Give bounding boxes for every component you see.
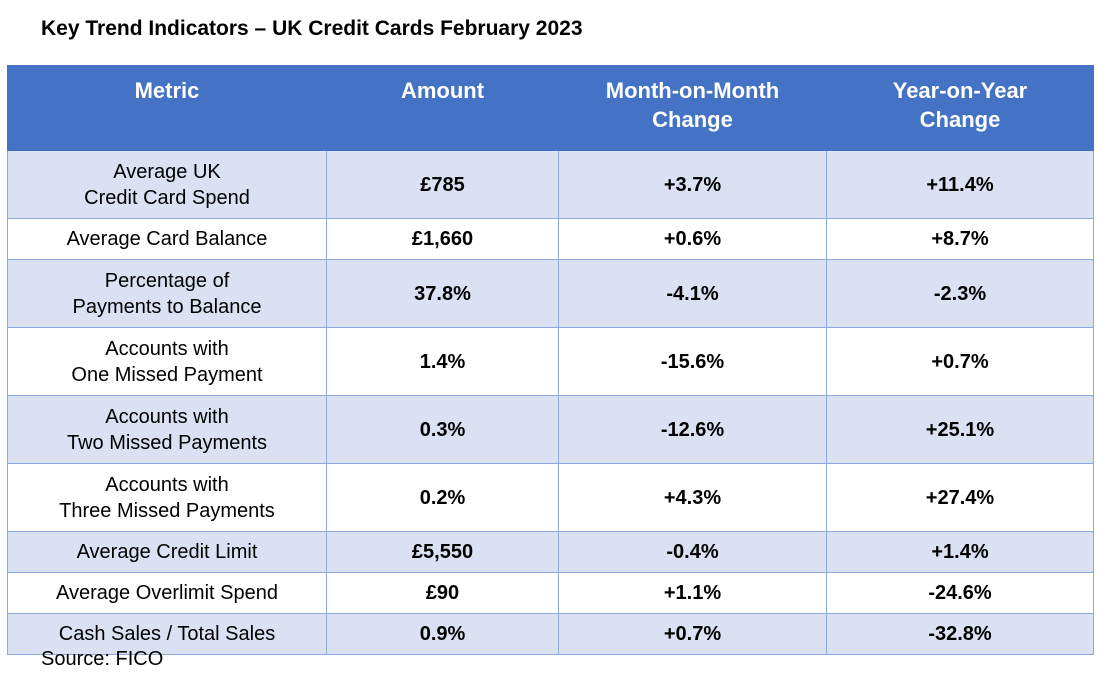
amount-cell: 37.8% (326, 259, 559, 328)
metric-label: Average UK (113, 160, 221, 183)
yoy-cell: +0.7% (826, 327, 1094, 396)
metric-label: Accounts with (105, 337, 229, 360)
table-row: Average Overlimit Spend £90 +1.1% -24.6% (7, 572, 1094, 614)
metric-label: Three Missed Payments (59, 499, 275, 522)
amount-cell: 0.2% (326, 463, 559, 532)
key-trend-table: Metric Amount Month-on-Month Change Year-on-… (7, 65, 1094, 655)
metric-label: Accounts with (105, 473, 229, 496)
amount-cell: £785 (326, 150, 559, 219)
mom-cell: +3.7% (558, 150, 827, 219)
column-header-line: Metric (134, 78, 200, 103)
mom-cell: +0.6% (558, 218, 827, 260)
amount-cell: £5,550 (326, 531, 559, 573)
metric-label: Payments to Balance (72, 295, 262, 318)
metric-cell: Accounts with Two Missed Payments (7, 395, 327, 464)
table-row: Percentage of Payments to Balance 37.8% -4.… (7, 259, 1094, 328)
mom-cell: -15.6% (558, 327, 827, 396)
metric-cell: Accounts with One Missed Payment (7, 327, 327, 396)
metric-label: One Missed Payment (71, 363, 263, 386)
amount-cell: £1,660 (326, 218, 559, 260)
column-header: Metric (7, 65, 327, 151)
metric-label: Average Overlimit Spend (56, 582, 278, 604)
mom-cell: +0.7% (558, 613, 827, 655)
mom-cell: +1.1% (558, 572, 827, 614)
metric-cell: Percentage of Payments to Balance (7, 259, 327, 328)
table-row: Accounts with One Missed Payment 1.4% -15.6… (7, 327, 1094, 396)
source-note: Source: FICO (41, 648, 164, 670)
metric-label: Percentage of (104, 269, 230, 292)
yoy-cell: +25.1% (826, 395, 1094, 464)
table-header-row: Metric Amount Month-on-Month Change Year-on-… (7, 65, 1094, 151)
table-row: Average UK Credit Card Spend £785 +3.7% +11.… (7, 150, 1094, 219)
table-row: Average Card Balance £1,660 +0.6% +8.7% (7, 218, 1094, 260)
page-title: Key Trend Indicators – UK Credit Cards F… (41, 17, 583, 40)
amount-cell: 0.9% (326, 613, 559, 655)
yoy-cell: +27.4% (826, 463, 1094, 532)
yoy-cell: -24.6% (826, 572, 1094, 614)
amount-cell: 0.3% (326, 395, 559, 464)
mom-cell: -12.6% (558, 395, 827, 464)
metric-label: Average Card Balance (66, 228, 268, 250)
metric-label: Accounts with (105, 405, 229, 428)
metric-cell: Average Card Balance (7, 218, 327, 260)
mom-cell: +4.3% (558, 463, 827, 532)
yoy-cell: +1.4% (826, 531, 1094, 573)
metric-label: Cash Sales / Total Sales (58, 623, 276, 645)
yoy-cell: +11.4% (826, 150, 1094, 219)
metric-label: Two Missed Payments (66, 431, 268, 454)
mom-cell: -0.4% (558, 531, 827, 573)
table-row: Average Credit Limit £5,550 -0.4% +1.4% (7, 531, 1094, 573)
column-header-line: Change (652, 107, 733, 132)
table-row: Accounts with Three Missed Payments 0.2% +4… (7, 463, 1094, 532)
column-header: Amount (326, 65, 559, 151)
table-row: Accounts with Two Missed Payments 0.3% -12.… (7, 395, 1094, 464)
yoy-cell: -2.3% (826, 259, 1094, 328)
mom-cell: -4.1% (558, 259, 827, 328)
metric-label: Credit Card Spend (84, 186, 250, 209)
yoy-cell: +8.7% (826, 218, 1094, 260)
metric-cell: Cash Sales / Total Sales (7, 613, 327, 655)
column-header-line: Change (919, 107, 1001, 132)
metric-cell: Average Overlimit Spend (7, 572, 327, 614)
metric-label: Average Credit Limit (76, 541, 258, 563)
column-header-line: Amount (400, 78, 485, 103)
column-header-line: Year-on-Year (892, 78, 1028, 103)
amount-cell: 1.4% (326, 327, 559, 396)
metric-cell: Accounts with Three Missed Payments (7, 463, 327, 532)
column-header: Month-on-Month Change (558, 65, 827, 151)
column-header: Year-on-Year Change (826, 65, 1094, 151)
metric-cell: Average Credit Limit (7, 531, 327, 573)
yoy-cell: -32.8% (826, 613, 1094, 655)
column-header-line: Month-on-Month (605, 78, 780, 103)
table-row: Cash Sales / Total Sales 0.9% +0.7% -32.8% (7, 613, 1094, 655)
amount-cell: £90 (326, 572, 559, 614)
metric-cell: Average UK Credit Card Spend (7, 150, 327, 219)
